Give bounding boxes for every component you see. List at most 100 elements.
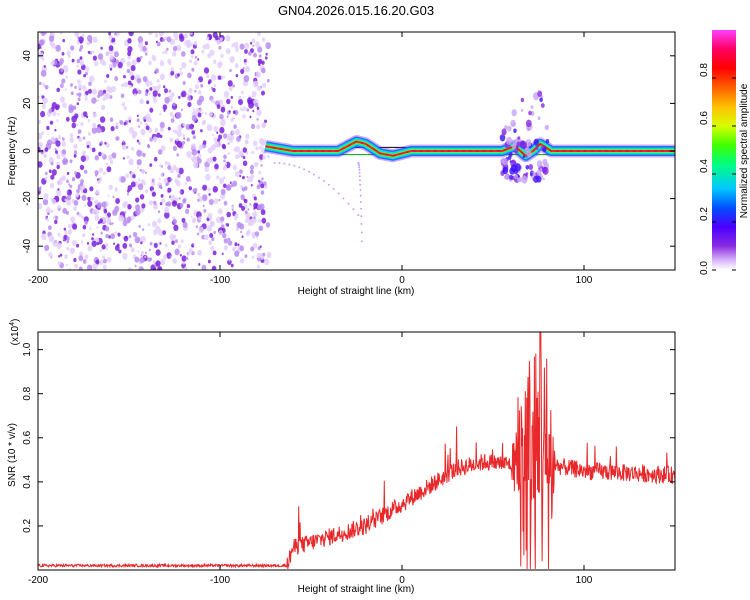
noise-blob: [232, 84, 235, 88]
stray-point: [358, 164, 360, 167]
noise-blob: [152, 136, 158, 143]
noise-blob: [234, 171, 240, 178]
noise-blob: [56, 154, 61, 160]
noise-blob: [172, 164, 177, 170]
noise-blob: [105, 143, 110, 148]
noise-blob: [198, 216, 202, 221]
noise-blob: [72, 223, 78, 230]
noise-blob: [145, 189, 149, 194]
noise-blob: [92, 208, 97, 215]
noise-blob: [234, 246, 237, 249]
noise-blob: [38, 132, 43, 140]
noise-blob: [115, 125, 119, 130]
noise-blob: [250, 123, 256, 130]
noise-blob: [136, 139, 140, 143]
stray-point: [337, 192, 340, 195]
noise-blob: [172, 102, 176, 107]
noise-blob: [264, 119, 267, 124]
noise-blob: [60, 68, 64, 73]
noise-blob: [132, 232, 138, 238]
noise-blob: [183, 137, 186, 140]
noise-blob: [56, 189, 62, 196]
noise-blob: [149, 242, 153, 246]
noise-blob: [244, 186, 248, 191]
noise-blob: [108, 45, 114, 52]
noise-blob: [153, 267, 157, 270]
noise-blob: [99, 218, 103, 224]
noise-blob: [197, 112, 202, 118]
burst-blob: [525, 165, 530, 170]
noise-blob: [54, 219, 58, 225]
noise-blob: [126, 155, 130, 159]
noise-blob: [195, 225, 198, 229]
snr-x-label: Height of straight line (km): [298, 584, 415, 595]
noise-blob: [89, 75, 95, 83]
noise-blob: [61, 141, 66, 147]
noise-blob: [81, 215, 84, 220]
stray-point: [303, 168, 306, 171]
noise-blob: [96, 226, 99, 229]
noise-blob: [156, 132, 161, 138]
noise-blob: [109, 117, 114, 122]
noise-blob: [76, 64, 80, 68]
noise-blob: [169, 168, 174, 174]
y-tick-label: 0: [22, 148, 33, 154]
noise-blob: [213, 59, 217, 64]
noise-blob: [70, 45, 75, 51]
noise-blob: [126, 193, 129, 196]
noise-blob: [80, 64, 86, 71]
noise-blob: [134, 236, 140, 244]
noise-blob: [78, 213, 82, 217]
noise-blob: [137, 183, 144, 191]
noise-blob: [203, 209, 207, 213]
noise-blob: [90, 196, 95, 201]
snr-y-label: SNR (10 * v/v): [7, 423, 18, 487]
noise-blob: [50, 161, 54, 166]
noise-blob: [121, 144, 127, 151]
noise-blob: [189, 59, 192, 64]
noise-blob: [186, 204, 191, 209]
burst-blob: [501, 128, 507, 136]
noise-blob: [159, 242, 162, 245]
noise-blob: [167, 187, 172, 193]
noise-blob: [207, 259, 211, 264]
noise-blob: [237, 154, 241, 159]
noise-blob: [256, 118, 259, 121]
noise-blob: [76, 194, 79, 198]
noise-blob: [68, 190, 71, 193]
burst-blob: [545, 139, 550, 144]
noise-blob: [194, 188, 198, 192]
noise-blob: [216, 131, 219, 134]
noise-blob: [238, 95, 242, 100]
noise-blob: [114, 32, 117, 36]
noise-blob: [64, 159, 67, 163]
noise-blob: [253, 52, 257, 58]
noise-blob: [102, 171, 106, 176]
noise-blob: [71, 58, 75, 63]
noise-blob: [226, 115, 229, 118]
noise-blob: [222, 75, 226, 79]
noise-blob: [137, 178, 141, 182]
noise-blob: [91, 237, 94, 241]
noise-blob: [198, 226, 204, 234]
noise-blob: [122, 253, 128, 260]
noise-blob: [220, 106, 226, 113]
noise-blob: [124, 211, 127, 214]
noise-blob: [256, 109, 262, 117]
noise-blob: [129, 243, 133, 248]
noise-blob: [231, 208, 234, 212]
noise-blob: [165, 202, 169, 207]
noise-blob: [192, 156, 198, 164]
noise-blob: [109, 54, 114, 60]
noise-blob: [69, 184, 73, 189]
noise-blob: [247, 99, 252, 105]
noise-blob: [252, 211, 257, 218]
noise-blob: [88, 131, 90, 134]
noise-blob: [188, 248, 193, 254]
noise-blob: [56, 164, 60, 170]
noise-blob: [223, 159, 226, 163]
noise-blob: [265, 56, 268, 60]
noise-blob: [137, 36, 144, 43]
noise-blob: [131, 59, 137, 66]
noise-blob: [123, 75, 126, 79]
